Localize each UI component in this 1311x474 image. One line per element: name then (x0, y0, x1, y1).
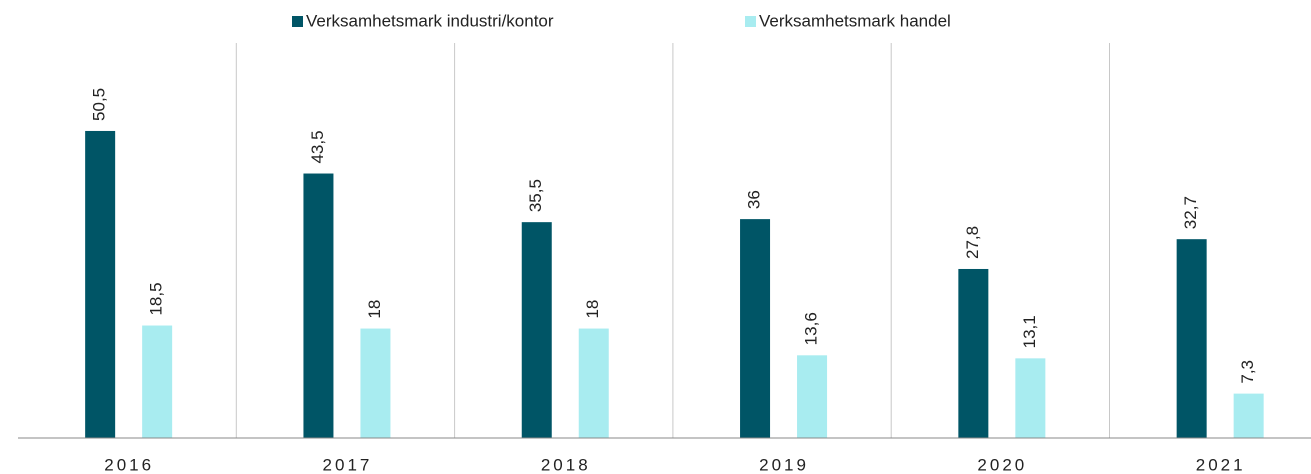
data-label: 35,5 (526, 179, 545, 212)
bar (303, 173, 334, 438)
x-tick-label: 2020 (977, 455, 1027, 474)
legend-swatch (292, 16, 303, 27)
data-label: 43,5 (308, 130, 327, 163)
data-label: 13,6 (802, 312, 821, 345)
data-label: 13,1 (1020, 315, 1039, 348)
x-tick-label: 2017 (323, 455, 373, 474)
bar (521, 222, 552, 438)
bar (797, 355, 828, 438)
data-label: 50,5 (90, 88, 109, 121)
data-label: 36 (745, 190, 764, 209)
bar (85, 130, 116, 438)
legend-label: Verksamhetsmark industri/kontor (306, 11, 554, 30)
legend-swatch (745, 16, 756, 27)
x-tick-label: 2016 (104, 455, 154, 474)
data-label: 7,3 (1238, 360, 1257, 384)
bar (958, 268, 989, 438)
data-label: 18 (365, 300, 384, 319)
data-label: 27,8 (963, 226, 982, 259)
bar (740, 219, 771, 438)
data-label: 32,7 (1181, 196, 1200, 229)
x-tick-label: 2018 (541, 455, 591, 474)
bar (142, 325, 173, 438)
data-label: 18,5 (147, 282, 166, 315)
bar (360, 328, 391, 438)
bar (1176, 239, 1207, 438)
x-tick-label: 2021 (1196, 455, 1246, 474)
bar (1015, 358, 1046, 438)
bar (1233, 393, 1264, 438)
bar (578, 328, 609, 438)
x-tick-label: 2019 (759, 455, 809, 474)
legend-label: Verksamhetsmark handel (759, 11, 951, 30)
data-label: 18 (583, 300, 602, 319)
